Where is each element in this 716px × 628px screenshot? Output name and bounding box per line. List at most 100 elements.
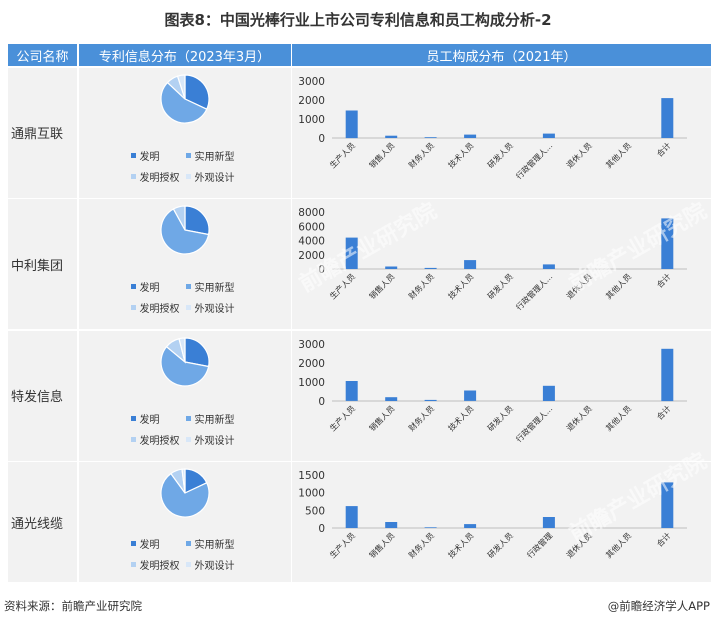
- x-tick-label: 生产人员: [327, 530, 357, 560]
- bar: [345, 506, 358, 528]
- x-tick-label: 研发人员: [485, 403, 515, 433]
- legend-label: 发明: [139, 414, 160, 426]
- x-tick-label: 其他人员: [604, 140, 634, 170]
- legend-label: 发明授权: [139, 172, 180, 184]
- y-tick-label: 0: [318, 523, 325, 535]
- x-tick-label: 生产人员: [327, 271, 357, 301]
- bar: [542, 133, 555, 138]
- legend-label: 实用新型: [194, 151, 235, 163]
- bar: [464, 134, 477, 138]
- x-tick-label: 财务人员: [406, 530, 436, 560]
- y-tick-label: 4000: [298, 236, 325, 248]
- legend-item: 发明授权: [130, 557, 180, 572]
- pie-slice: [183, 73, 210, 110]
- pie-slice: [159, 472, 210, 518]
- legend-item: 外观设计: [185, 432, 235, 447]
- y-tick-label: 6000: [298, 221, 325, 233]
- bar: [661, 97, 674, 138]
- bar: [345, 110, 358, 138]
- bar: [345, 380, 358, 401]
- x-tick-label: 合计: [654, 403, 672, 421]
- legend-item: 外观设计: [185, 557, 235, 572]
- y-tick-label: 2000: [298, 95, 325, 107]
- x-tick-label: 合计: [654, 271, 672, 289]
- bar: [385, 266, 398, 269]
- header-company: 公司名称: [8, 44, 77, 66]
- legend-label: 外观设计: [194, 304, 235, 315]
- legend-label: 发明: [139, 283, 160, 294]
- x-tick-label: 技术人员: [446, 403, 476, 433]
- legend-item: 发明: [130, 411, 160, 426]
- x-tick-label: 销售人员: [367, 403, 397, 433]
- x-tick-label: 销售人员: [367, 530, 397, 560]
- bar: [464, 260, 477, 269]
- legend-item: 外观设计: [185, 300, 235, 315]
- legend-item: 实用新型: [185, 148, 235, 163]
- legend-label: 发明: [139, 540, 160, 551]
- legend-label: 发明授权: [139, 435, 180, 447]
- x-tick-label: 行政管理人...: [514, 403, 555, 444]
- legend-item: 外观设计: [185, 169, 235, 184]
- x-tick-label: 退休人员: [564, 530, 594, 560]
- x-tick-label: 生产人员: [327, 403, 357, 433]
- bar: [424, 136, 437, 138]
- legend-item: 发明: [130, 148, 160, 163]
- patent-pie-chart: [159, 73, 210, 124]
- company-name: 通鼎互联: [8, 67, 77, 198]
- pie-slice: [176, 73, 186, 99]
- header-patent: 专利信息分布（2023年3月）: [78, 44, 291, 66]
- y-tick-label: 500: [305, 505, 325, 517]
- x-tick-label: 其他人员: [604, 403, 634, 433]
- patent-pie-cell: 发明 实用新型发明授权 外观设计: [78, 199, 291, 329]
- bar: [385, 396, 398, 401]
- bar: [464, 524, 477, 528]
- legend-item: 发明: [130, 279, 160, 294]
- legend-swatch: [185, 152, 191, 158]
- company-name: 通光线缆: [8, 462, 77, 582]
- brand-credit: @前瞻经济学人APP: [607, 599, 710, 613]
- legend-label: 实用新型: [194, 414, 235, 426]
- header-staff: 员工构成分布（2021年）: [292, 44, 711, 66]
- pie-legend: 发明 实用新型发明授权 外观设计: [130, 279, 291, 329]
- legend-label: 发明授权: [139, 304, 180, 315]
- staff-bar-cell: 0 500 1000 1500 生产人员 销售人员 财务人员 技术人员 研发人员 行政管理 退休人员…: [292, 462, 711, 582]
- pie-slice: [159, 208, 209, 255]
- bar: [424, 267, 437, 269]
- x-tick-label: 生产人员: [327, 140, 357, 170]
- legend-swatch: [130, 284, 136, 289]
- bar: [345, 237, 358, 269]
- bar: [464, 390, 477, 401]
- x-tick-label: 合计: [654, 140, 672, 158]
- legend-label: 发明授权: [139, 561, 180, 572]
- y-tick-label: 1500: [298, 470, 325, 482]
- pie-slice: [159, 345, 209, 387]
- patent-pie-cell: 发明 实用新型 发明授权 外观设计: [78, 462, 291, 582]
- x-tick-label: 财务人员: [406, 403, 436, 433]
- x-tick-label: 技术人员: [446, 530, 476, 560]
- x-tick-label: 技术人员: [446, 271, 476, 301]
- y-tick-label: 1000: [298, 377, 325, 389]
- legend-swatch: [185, 562, 191, 567]
- bar: [424, 399, 437, 401]
- x-tick-label: 研发人员: [485, 271, 515, 301]
- x-tick-label: 其他人员: [604, 271, 634, 301]
- legend-swatch: [130, 562, 136, 567]
- pie-slice: [183, 205, 210, 236]
- x-tick-label: 合计: [654, 530, 672, 548]
- legend-item: 发明授权: [130, 432, 180, 447]
- legend-label: 外观设计: [194, 172, 235, 184]
- legend-swatch: [130, 415, 136, 421]
- bar: [385, 522, 398, 528]
- pie-legend: 发明 实用新型发明授权 外观设计: [130, 411, 291, 461]
- pie-slice: [159, 81, 208, 124]
- y-tick-label: 1000: [298, 488, 325, 500]
- legend-swatch: [185, 284, 191, 289]
- staff-bar-cell: 0 1000 2000 3000 生产人员 销售人员 财务人员 技术人员 研发人员 行政管理人..…: [292, 330, 711, 461]
- company-name: 中利集团: [8, 199, 77, 329]
- legend-label: 实用新型: [194, 283, 235, 294]
- x-tick-label: 财务人员: [406, 140, 436, 170]
- legend-swatch: [130, 152, 136, 158]
- legend-swatch: [130, 173, 136, 179]
- y-tick-label: 1000: [298, 114, 325, 126]
- bar: [424, 527, 437, 528]
